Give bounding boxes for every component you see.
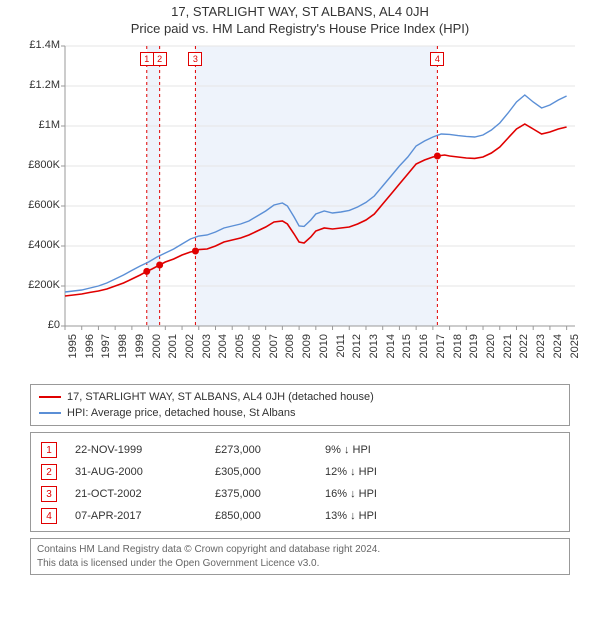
transaction-delta: 12% ↓ HPI	[325, 466, 445, 478]
title-subtitle: Price paid vs. HM Land Registry's House …	[0, 21, 600, 36]
x-axis-label: 2003	[201, 334, 213, 364]
series-hpi	[65, 95, 567, 292]
transaction-delta: 9% ↓ HPI	[325, 444, 445, 456]
sale-marker: 2	[153, 52, 167, 66]
x-axis-label: 2009	[301, 334, 313, 364]
legend-swatch	[39, 396, 61, 398]
transaction-date: 22-NOV-1999	[75, 444, 215, 456]
transaction-row: 2 31-AUG-2000£305,00012% ↓ HPI	[35, 461, 565, 483]
sale-dot	[143, 268, 150, 275]
sale-marker: 3	[188, 52, 202, 66]
x-axis-label: 2025	[569, 334, 581, 364]
sale-dot	[192, 248, 199, 255]
y-axis-label: £1.2M	[20, 79, 60, 91]
transaction-price: £850,000	[215, 510, 325, 522]
x-axis-label: 2000	[151, 334, 163, 364]
x-axis-label: 2014	[385, 334, 397, 364]
y-axis-label: £1M	[20, 119, 60, 131]
x-axis-label: 2018	[452, 334, 464, 364]
page-root: 17, STARLIGHT WAY, ST ALBANS, AL4 0JH Pr…	[0, 0, 600, 575]
x-axis-label: 2005	[234, 334, 246, 364]
x-axis-label: 1996	[84, 334, 96, 364]
x-axis-label: 1995	[67, 334, 79, 364]
transaction-row: 3 21-OCT-2002£375,00016% ↓ HPI	[35, 483, 565, 505]
title-address: 17, STARLIGHT WAY, ST ALBANS, AL4 0JH	[0, 4, 600, 19]
series-property	[65, 124, 567, 296]
transaction-row: 4 07-APR-2017£850,00013% ↓ HPI	[35, 505, 565, 527]
x-axis-label: 1997	[100, 334, 112, 364]
x-axis-label: 2006	[251, 334, 263, 364]
transaction-marker: 4	[41, 508, 57, 524]
x-axis-label: 2013	[368, 334, 380, 364]
transaction-marker: 1	[41, 442, 57, 458]
y-axis-label: £0	[20, 319, 60, 331]
legend-label: 17, STARLIGHT WAY, ST ALBANS, AL4 0JH (d…	[67, 391, 374, 403]
legend-item: 17, STARLIGHT WAY, ST ALBANS, AL4 0JH (d…	[39, 389, 561, 405]
transaction-date: 21-OCT-2002	[75, 488, 215, 500]
legend-label: HPI: Average price, detached house, St A…	[67, 407, 296, 419]
license-line: This data is licensed under the Open Gov…	[37, 557, 563, 571]
transactions-table: 1 22-NOV-1999£273,0009% ↓ HPI 2 31-AUG-2000…	[30, 432, 570, 532]
sale-dot	[434, 153, 441, 160]
x-axis-label: 2016	[418, 334, 430, 364]
x-axis-label: 2021	[502, 334, 514, 364]
transaction-date: 31-AUG-2000	[75, 466, 215, 478]
sale-dot	[156, 262, 163, 269]
license-notice: Contains HM Land Registry data © Crown c…	[30, 538, 570, 575]
y-axis-label: £1.4M	[20, 39, 60, 51]
transaction-row: 1 22-NOV-1999£273,0009% ↓ HPI	[35, 439, 565, 461]
x-axis-label: 2019	[468, 334, 480, 364]
chart-title-block: 17, STARLIGHT WAY, ST ALBANS, AL4 0JH Pr…	[0, 0, 600, 36]
license-line: Contains HM Land Registry data © Crown c…	[37, 543, 563, 557]
price-chart: £0 £200K £400K £600K £800K £1M £1.2M £1.4M 1995 1…	[20, 36, 580, 376]
transaction-price: £305,000	[215, 466, 325, 478]
x-axis-label: 2012	[351, 334, 363, 364]
transaction-marker: 3	[41, 486, 57, 502]
x-axis-label: 2010	[318, 334, 330, 364]
transaction-date: 07-APR-2017	[75, 510, 215, 522]
x-axis-label: 2017	[435, 334, 447, 364]
y-axis-label: £200K	[20, 279, 60, 291]
transaction-marker: 2	[41, 464, 57, 480]
x-axis-label: 1998	[117, 334, 129, 364]
x-axis-label: 2004	[217, 334, 229, 364]
y-axis-label: £400K	[20, 239, 60, 251]
x-axis-label: 2023	[535, 334, 547, 364]
transaction-price: £273,000	[215, 444, 325, 456]
x-axis-label: 2011	[335, 334, 347, 364]
transaction-delta: 13% ↓ HPI	[325, 510, 445, 522]
x-axis-label: 2002	[184, 334, 196, 364]
transaction-price: £375,000	[215, 488, 325, 500]
sale-marker: 4	[430, 52, 444, 66]
x-axis-label: 1999	[134, 334, 146, 364]
legend-swatch	[39, 412, 61, 414]
legend: 17, STARLIGHT WAY, ST ALBANS, AL4 0JH (d…	[30, 384, 570, 426]
x-axis-label: 2015	[401, 334, 413, 364]
x-axis-label: 2024	[552, 334, 564, 364]
x-axis-label: 2001	[167, 334, 179, 364]
y-axis-label: £800K	[20, 159, 60, 171]
y-axis-label: £600K	[20, 199, 60, 211]
x-axis-label: 2007	[268, 334, 280, 364]
x-axis-label: 2020	[485, 334, 497, 364]
legend-item: HPI: Average price, detached house, St A…	[39, 405, 561, 421]
x-axis-label: 2008	[284, 334, 296, 364]
transaction-delta: 16% ↓ HPI	[325, 488, 445, 500]
x-axis-label: 2022	[518, 334, 530, 364]
